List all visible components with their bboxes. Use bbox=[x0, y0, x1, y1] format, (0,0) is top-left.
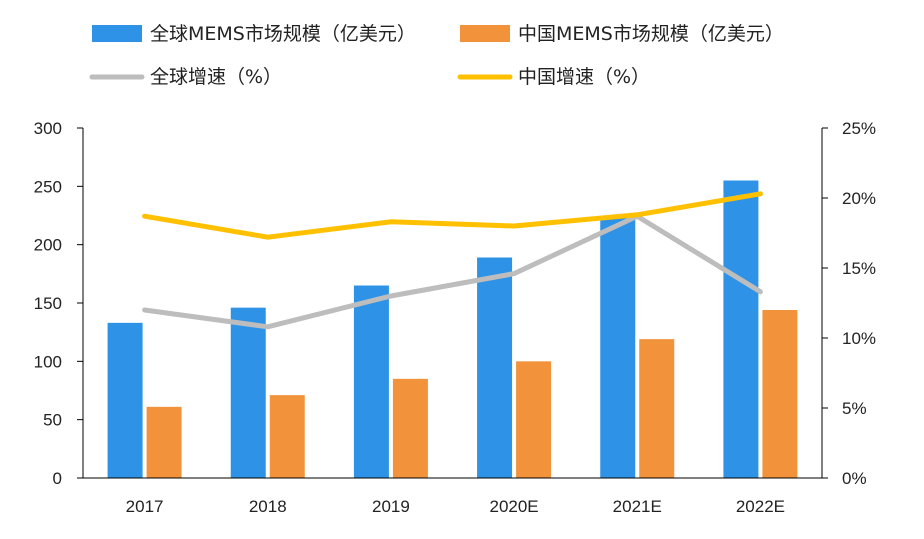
axes: 0 50 100 150 200 250 300 0% 5% 10% 15% 20% 25% 2017 20… bbox=[34, 119, 876, 516]
legend-swatch-1 bbox=[460, 25, 510, 42]
y-left-tick-label-150: 150 bbox=[34, 294, 62, 313]
bar-1-2022E bbox=[762, 310, 798, 478]
legend-label-0: 全球MEMS市场规模（亿美元） bbox=[150, 23, 416, 45]
x-tick-label-2020E: 2020E bbox=[489, 497, 538, 516]
bar-0-2020E bbox=[477, 257, 513, 478]
bars bbox=[107, 180, 798, 479]
x-tick-label-2018: 2018 bbox=[249, 497, 287, 516]
line-point-1-2018 bbox=[267, 236, 269, 238]
line-point-1-2017 bbox=[144, 215, 146, 217]
line-point-1-2019 bbox=[390, 221, 392, 223]
lines bbox=[142, 191, 763, 330]
y-left-tick-label-0: 0 bbox=[53, 469, 62, 488]
y-left-tick-label-50: 50 bbox=[43, 411, 62, 430]
y-right-tick-label-2: 10% bbox=[842, 329, 876, 348]
y-left-tick-label-300: 300 bbox=[34, 119, 62, 138]
bar-1-2017 bbox=[146, 406, 182, 478]
bar-1-2018 bbox=[269, 395, 305, 478]
bar-0-2017 bbox=[107, 322, 143, 478]
legend-label-2: 全球增速（%） bbox=[150, 66, 282, 88]
line-point-1-2020E bbox=[513, 225, 515, 227]
bar-1-2019 bbox=[392, 378, 428, 478]
y-left-tick-label-250: 250 bbox=[34, 177, 62, 196]
line-point-0-2022E bbox=[759, 291, 761, 293]
y-right-tick-label-5: 25% bbox=[842, 119, 876, 138]
bar-0-2018 bbox=[230, 307, 266, 478]
y-left-tick-label-100: 100 bbox=[34, 352, 62, 371]
x-tick-label-2021E: 2021E bbox=[613, 497, 662, 516]
line-series-0 bbox=[142, 213, 763, 330]
line-point-0-2018 bbox=[267, 326, 269, 328]
bar-0-2019 bbox=[353, 285, 389, 478]
legend-label-1: 中国MEMS市场规模（亿美元） bbox=[518, 23, 784, 45]
x-tick-label-2017: 2017 bbox=[126, 497, 164, 516]
legend: 全球MEMS市场规模（亿美元） 中国MEMS市场规模（亿美元） 全球增速（%） 中国增… bbox=[89, 23, 784, 88]
y-left-tick-label-200: 200 bbox=[34, 236, 62, 255]
x-tick-label-2019: 2019 bbox=[372, 497, 410, 516]
y-right-tick-label-4: 20% bbox=[842, 189, 876, 208]
line-series-1 bbox=[142, 191, 763, 240]
line-point-0-2019 bbox=[390, 295, 392, 297]
y-right-tick-label-0: 0% bbox=[842, 469, 867, 488]
line-point-0-2020E bbox=[513, 273, 515, 275]
line-point-1-2021E bbox=[636, 214, 638, 216]
bar-0-2021E bbox=[600, 217, 636, 479]
y-right-tick-label-1: 5% bbox=[842, 399, 867, 418]
bar-1-2021E bbox=[639, 339, 675, 478]
line-point-1-2022E bbox=[759, 193, 761, 195]
y-right-tick-label-3: 15% bbox=[842, 259, 876, 278]
legend-label-3: 中国增速（%） bbox=[518, 66, 650, 88]
legend-swatch-0 bbox=[92, 25, 142, 42]
bar-0-2022E bbox=[723, 180, 759, 478]
bar-1-2020E bbox=[516, 361, 552, 478]
x-tick-label-2022E: 2022E bbox=[736, 497, 785, 516]
line-point-0-2017 bbox=[144, 309, 146, 311]
